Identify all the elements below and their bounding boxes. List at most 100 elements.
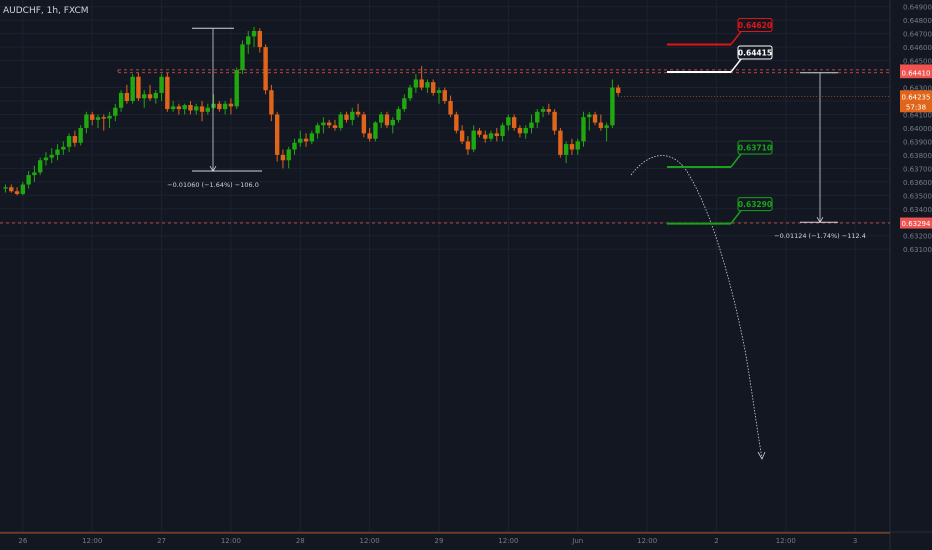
- candle-body: [303, 138, 309, 142]
- candle-body: [32, 172, 37, 176]
- candle-body: [55, 149, 60, 155]
- candle-body: [436, 90, 442, 93]
- x-tick-label: 12:00: [776, 537, 796, 545]
- candle-body: [188, 105, 193, 111]
- candle-body: [465, 141, 471, 150]
- candle-body: [153, 92, 158, 99]
- y-tick-label: 0.64700: [903, 31, 932, 39]
- axis-badge-label: 0.63294: [902, 220, 931, 228]
- candle-body: [529, 122, 534, 128]
- projection-curve: [630, 155, 763, 459]
- candle-body: [373, 122, 378, 139]
- candle-body: [228, 103, 234, 107]
- candle-body: [379, 114, 384, 123]
- candle-body: [610, 87, 615, 126]
- candle-body: [280, 154, 286, 161]
- candle-body: [72, 136, 78, 143]
- x-tick-label: 12:00: [360, 537, 380, 545]
- candle-body: [563, 144, 569, 155]
- candle-body: [159, 76, 164, 93]
- candle-body: [142, 94, 147, 99]
- candle-body: [477, 130, 482, 135]
- candle-body: [49, 154, 54, 158]
- candle-body: [604, 125, 609, 128]
- candle-body: [43, 157, 49, 161]
- y-tick-label: 0.64900: [903, 4, 932, 12]
- candle-body: [37, 160, 43, 173]
- grid: [0, 0, 890, 532]
- y-tick-label: 0.64500: [903, 58, 932, 66]
- candles: [3, 26, 621, 196]
- target-white: 0.64415: [667, 45, 773, 74]
- y-tick-label: 0.63100: [903, 246, 932, 254]
- y-tick-label: 0.63500: [903, 192, 932, 200]
- x-tick-label: 28: [296, 537, 305, 545]
- candle-body: [118, 92, 124, 108]
- candle-body: [165, 76, 170, 110]
- measure-1-arrow: [209, 165, 217, 172]
- candle-body: [14, 191, 20, 194]
- target-connector: [730, 58, 742, 73]
- x-tick-label: 26: [18, 537, 27, 545]
- candle-body: [488, 133, 494, 139]
- candle-body: [581, 117, 586, 142]
- candle-body: [199, 106, 205, 112]
- candle-body: [194, 106, 199, 111]
- x-tick-label: 12:00: [498, 537, 518, 545]
- target-connector: [730, 153, 742, 168]
- axis-badge-label: 0.64410: [902, 70, 931, 78]
- candle-body: [355, 111, 361, 115]
- y-tick-label: 0.63900: [903, 138, 932, 146]
- candle-body: [217, 103, 222, 110]
- candle-body: [558, 130, 563, 155]
- candle-body: [130, 76, 135, 102]
- candle-body: [511, 117, 517, 128]
- candle-body: [298, 138, 303, 143]
- candle-body: [523, 127, 528, 134]
- x-tick-label: 29: [435, 537, 444, 545]
- candle-body: [384, 114, 390, 126]
- candle-body: [26, 175, 31, 185]
- y-tick-label: 0.64000: [903, 125, 932, 133]
- x-tick-label: 12:00: [637, 537, 657, 545]
- projection-arrow: [757, 451, 766, 460]
- candle-body: [205, 107, 210, 112]
- candle-body: [540, 109, 546, 112]
- target-badge: [737, 197, 773, 212]
- candle-body: [506, 117, 511, 126]
- y-tick-label: 0.64600: [903, 44, 932, 52]
- target-green: 0.63290: [667, 197, 773, 225]
- candle-body: [569, 144, 575, 150]
- target-green: 0.63710: [667, 140, 773, 169]
- current-price-label: 0.64235: [902, 93, 931, 101]
- candle-body: [338, 114, 343, 128]
- candle-body: [107, 115, 112, 119]
- candle-body: [286, 149, 291, 161]
- candle-body: [20, 184, 26, 194]
- candle-body: [575, 141, 580, 150]
- candle-body: [332, 125, 338, 128]
- candle-body: [552, 111, 557, 131]
- candle-body: [90, 114, 95, 120]
- current-price-badge: [900, 90, 932, 113]
- y-tick-label: 0.63600: [903, 179, 932, 187]
- candle-body: [419, 79, 424, 88]
- candle-body: [413, 79, 419, 88]
- target-badge: [737, 45, 773, 60]
- candle-body: [292, 142, 297, 150]
- axis-badge: [900, 217, 932, 229]
- symbol-label[interactable]: AUDCHF, 1h, FXCM: [3, 6, 89, 16]
- candle-body: [483, 134, 488, 139]
- candle-body: [61, 146, 66, 150]
- candle-body: [9, 187, 14, 192]
- candle-body: [66, 136, 72, 147]
- candle-body: [459, 130, 465, 142]
- candle-body: [251, 30, 257, 37]
- candle-body: [442, 90, 447, 102]
- candle-body: [598, 122, 604, 128]
- candle-body: [535, 111, 540, 123]
- candle-body: [113, 107, 118, 116]
- candle-body: [136, 76, 141, 99]
